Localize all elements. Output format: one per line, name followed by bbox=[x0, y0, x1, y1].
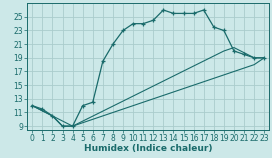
X-axis label: Humidex (Indice chaleur): Humidex (Indice chaleur) bbox=[84, 144, 212, 153]
